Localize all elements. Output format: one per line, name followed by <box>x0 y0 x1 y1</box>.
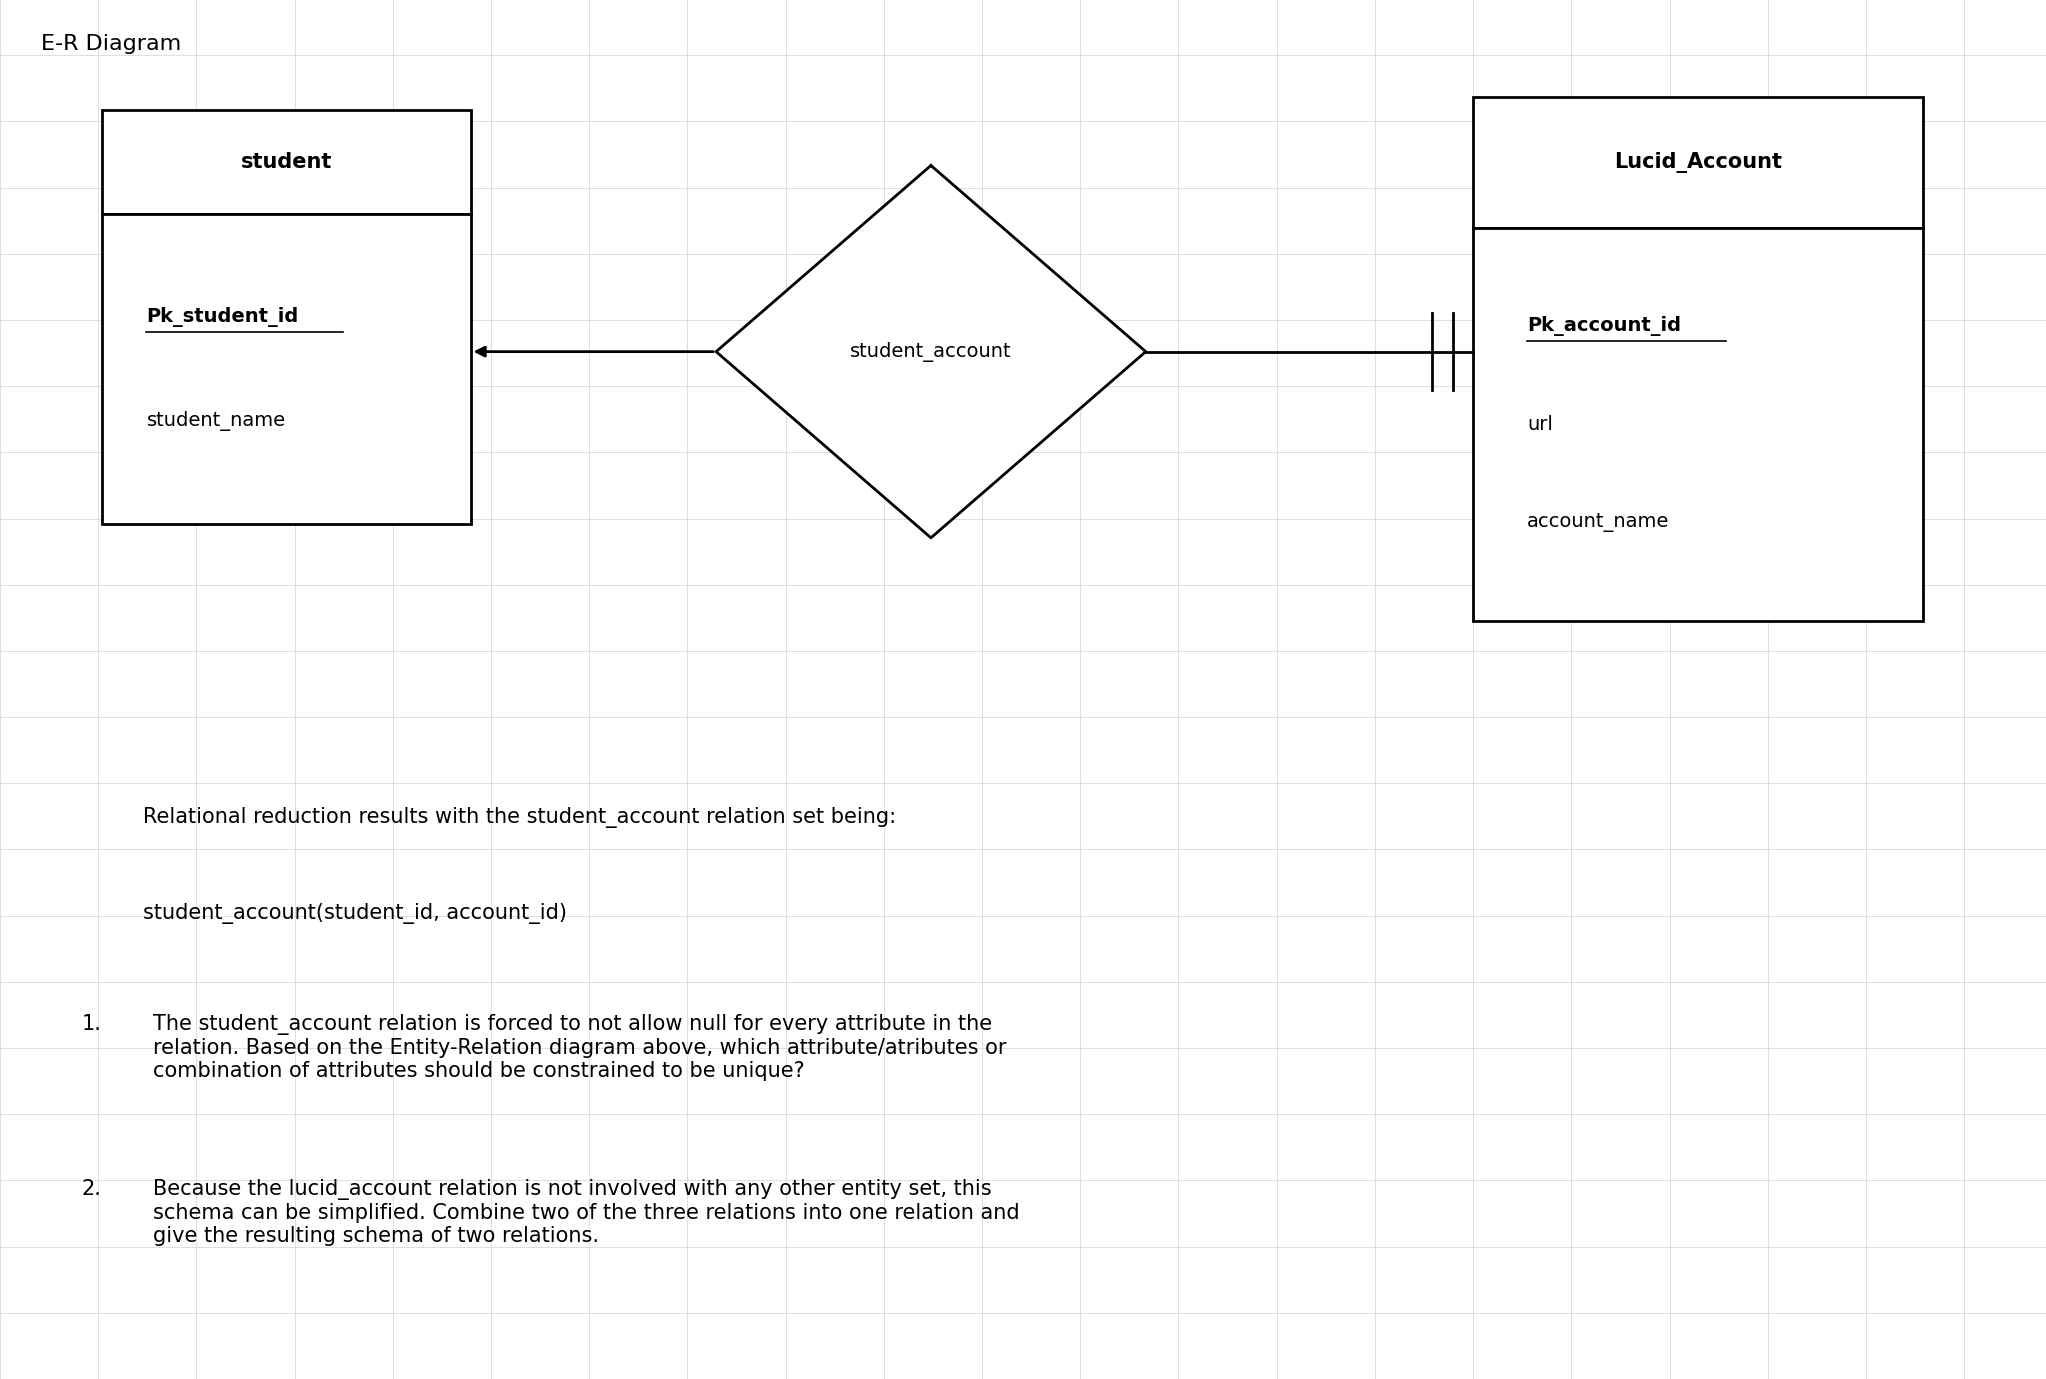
Text: student_account: student_account <box>851 342 1011 361</box>
Text: 1.: 1. <box>82 1014 102 1034</box>
Text: student_name: student_name <box>147 411 286 430</box>
Bar <box>1473 97 1923 228</box>
Text: The student_account relation is forced to not allow null for every attribute in : The student_account relation is forced t… <box>153 1014 1007 1081</box>
Bar <box>1473 228 1923 621</box>
Text: student_account(student_id, account_id): student_account(student_id, account_id) <box>143 903 567 924</box>
Text: Pk_student_id: Pk_student_id <box>147 308 299 327</box>
Text: Lucid_Account: Lucid_Account <box>1614 152 1782 172</box>
Text: url: url <box>1526 415 1553 433</box>
Text: Because the lucid_account relation is not involved with any other entity set, th: Because the lucid_account relation is no… <box>153 1179 1021 1247</box>
Text: student: student <box>241 152 331 172</box>
Bar <box>102 214 471 524</box>
Text: Relational reduction results with the student_account relation set being:: Relational reduction results with the st… <box>143 807 896 827</box>
Text: Pk_account_id: Pk_account_id <box>1526 316 1682 336</box>
Text: 2.: 2. <box>82 1179 102 1200</box>
Text: E-R Diagram: E-R Diagram <box>41 34 182 55</box>
Text: account_name: account_name <box>1526 513 1670 532</box>
Polygon shape <box>716 165 1146 538</box>
Bar <box>102 110 471 214</box>
